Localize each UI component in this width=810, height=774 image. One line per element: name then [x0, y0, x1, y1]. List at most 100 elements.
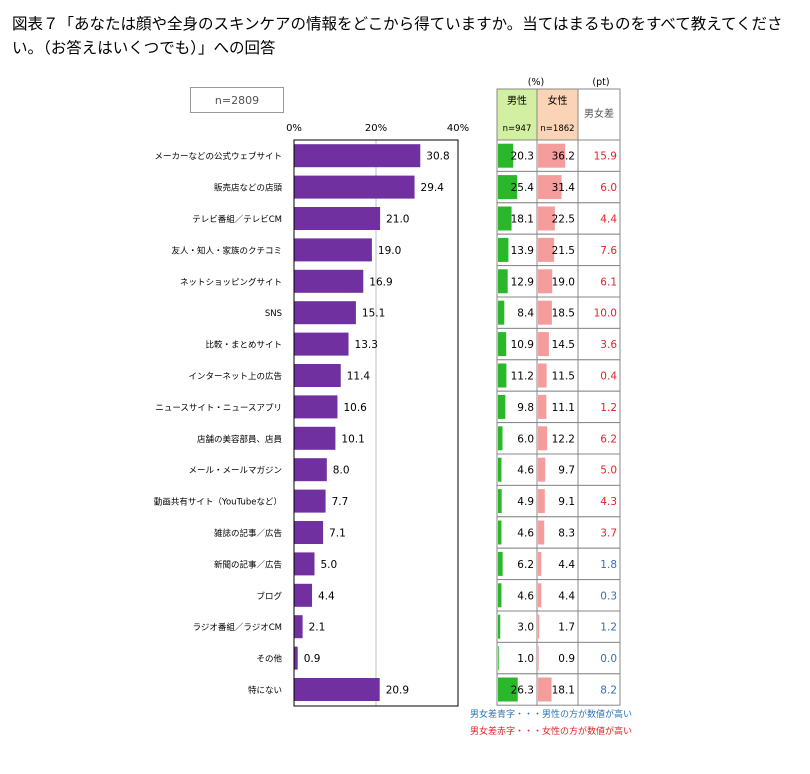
diff-cell	[577, 422, 621, 455]
female-mini-bar	[538, 520, 545, 545]
bar	[294, 646, 298, 670]
female-value: 11.1	[552, 402, 575, 414]
male-n-label: n=947	[503, 124, 532, 134]
x-tick-label: 0%	[286, 123, 302, 134]
bar-value-label: 10.1	[341, 433, 364, 445]
bar	[294, 426, 336, 450]
male-value: 6.2	[517, 559, 534, 571]
diff-cell	[577, 453, 621, 486]
bar	[294, 238, 372, 262]
bar	[294, 364, 341, 387]
legend-blue-note: 男女差青字・・・男性の方が数値が高い	[470, 710, 633, 720]
female-value: 8.3	[558, 528, 575, 540]
bar-value-label: 20.9	[386, 685, 409, 697]
diff-value: 10.0	[594, 308, 617, 320]
male-cell	[496, 610, 538, 643]
diff-cell	[577, 579, 621, 612]
female-value: 36.2	[552, 151, 575, 163]
bar	[294, 458, 327, 482]
bar-value-label: 5.0	[321, 559, 338, 571]
bar	[294, 678, 380, 701]
female-mini-bar	[538, 583, 542, 608]
diff-value: 1.2	[600, 622, 617, 634]
female-mini-bar	[538, 206, 555, 231]
sample-size-label: n=2809	[190, 87, 284, 113]
diff-value: 7.6	[600, 245, 617, 257]
diff-cell	[577, 390, 621, 424]
bar	[294, 207, 381, 230]
diff-value: 0.3	[600, 590, 617, 602]
diff-cell	[577, 484, 621, 518]
male-mini-bar	[498, 677, 518, 702]
diff-value: 8.2	[600, 685, 617, 697]
bar-value-label: 7.1	[329, 528, 346, 540]
male-value: 11.2	[511, 371, 534, 383]
male-mini-bar	[498, 143, 514, 168]
category-label: 友人・知人・家族のクチコミ	[171, 245, 282, 256]
diff-cell	[577, 359, 621, 392]
female-mini-bar	[538, 143, 566, 168]
female-mini-bar	[538, 175, 562, 200]
female-value: 0.9	[558, 653, 575, 665]
diff-cell	[577, 139, 621, 172]
category-label: 新聞の記事／広告	[214, 559, 282, 570]
female-value: 12.2	[552, 433, 575, 445]
female-mini-bar	[538, 237, 555, 262]
diff-value: 6.0	[600, 182, 617, 194]
bar	[294, 332, 349, 356]
bar-value-label: 30.8	[426, 151, 449, 163]
bar	[294, 301, 356, 325]
male-mini-bar	[498, 300, 505, 325]
bar-value-label: 29.4	[421, 182, 445, 194]
bar-value-label: 16.9	[369, 276, 392, 288]
male-value: 12.9	[511, 276, 534, 288]
female-value: 18.5	[552, 308, 575, 320]
category-label: ブログ	[256, 591, 282, 602]
category-label: 店舗の美容部員、店員	[197, 434, 283, 445]
table-rows: 20.3 36.2 15.9 25.4 31.4 6.0 18.1 22.5 4.4 13.9 21…	[496, 139, 621, 706]
female-value: 4.4	[558, 590, 575, 602]
diff-cell	[577, 327, 621, 361]
diff-value: 4.3	[600, 496, 617, 508]
female-mini-bar	[538, 457, 546, 482]
pct-unit-label: (%)	[528, 77, 544, 88]
bar-value-label: 21.0	[386, 214, 409, 226]
category-label: ラジオ番組／ラジオCM	[193, 622, 282, 633]
category-label: ネットショッピングサイト	[180, 277, 282, 288]
bar	[294, 269, 364, 293]
female-mini-bar	[538, 426, 548, 451]
bar-value-label: 2.1	[309, 622, 326, 634]
male-value: 13.9	[511, 245, 534, 257]
female-n-label: n=1862	[540, 124, 574, 134]
female-value: 31.4	[552, 182, 576, 194]
male-value: 4.9	[517, 496, 534, 508]
category-label: メーカーなどの公式ウェブサイト	[154, 151, 282, 162]
male-mini-bar	[498, 551, 503, 576]
male-mini-bar	[498, 646, 499, 671]
bar-value-label: 11.4	[347, 371, 371, 383]
diff-value: 1.8	[600, 559, 617, 571]
diff-value: 4.4	[600, 214, 617, 226]
bar	[294, 395, 338, 419]
bar	[294, 521, 324, 544]
male-mini-bar	[498, 332, 507, 357]
female-value: 22.5	[552, 214, 575, 226]
x-tick-label: 20%	[365, 123, 387, 134]
bar-value-label: 15.1	[362, 308, 385, 320]
diff-cell	[577, 233, 621, 267]
male-mini-bar	[498, 394, 506, 419]
gender-table: (%) (pt) 男性 n=947 女性 n=1862 男女差 20.3 36.2…	[496, 77, 621, 706]
male-value: 18.1	[511, 214, 534, 226]
male-value: 4.6	[517, 465, 534, 477]
category-label: 動画共有サイト（YouTubeなど）	[154, 497, 282, 508]
bars	[294, 144, 421, 701]
diff-value: 6.2	[600, 433, 617, 445]
male-mini-bar	[498, 489, 502, 514]
male-value: 10.9	[511, 339, 534, 351]
x-tick-label: 40%	[447, 123, 469, 134]
chart-title: 図表７「あなたは顔や全身のスキンケアの情報をどこから得ていますか。当てはまるもの…	[12, 15, 783, 57]
category-label: 特にない	[248, 685, 282, 696]
male-mini-bar	[498, 206, 512, 231]
diff-value: 0.4	[600, 371, 617, 383]
